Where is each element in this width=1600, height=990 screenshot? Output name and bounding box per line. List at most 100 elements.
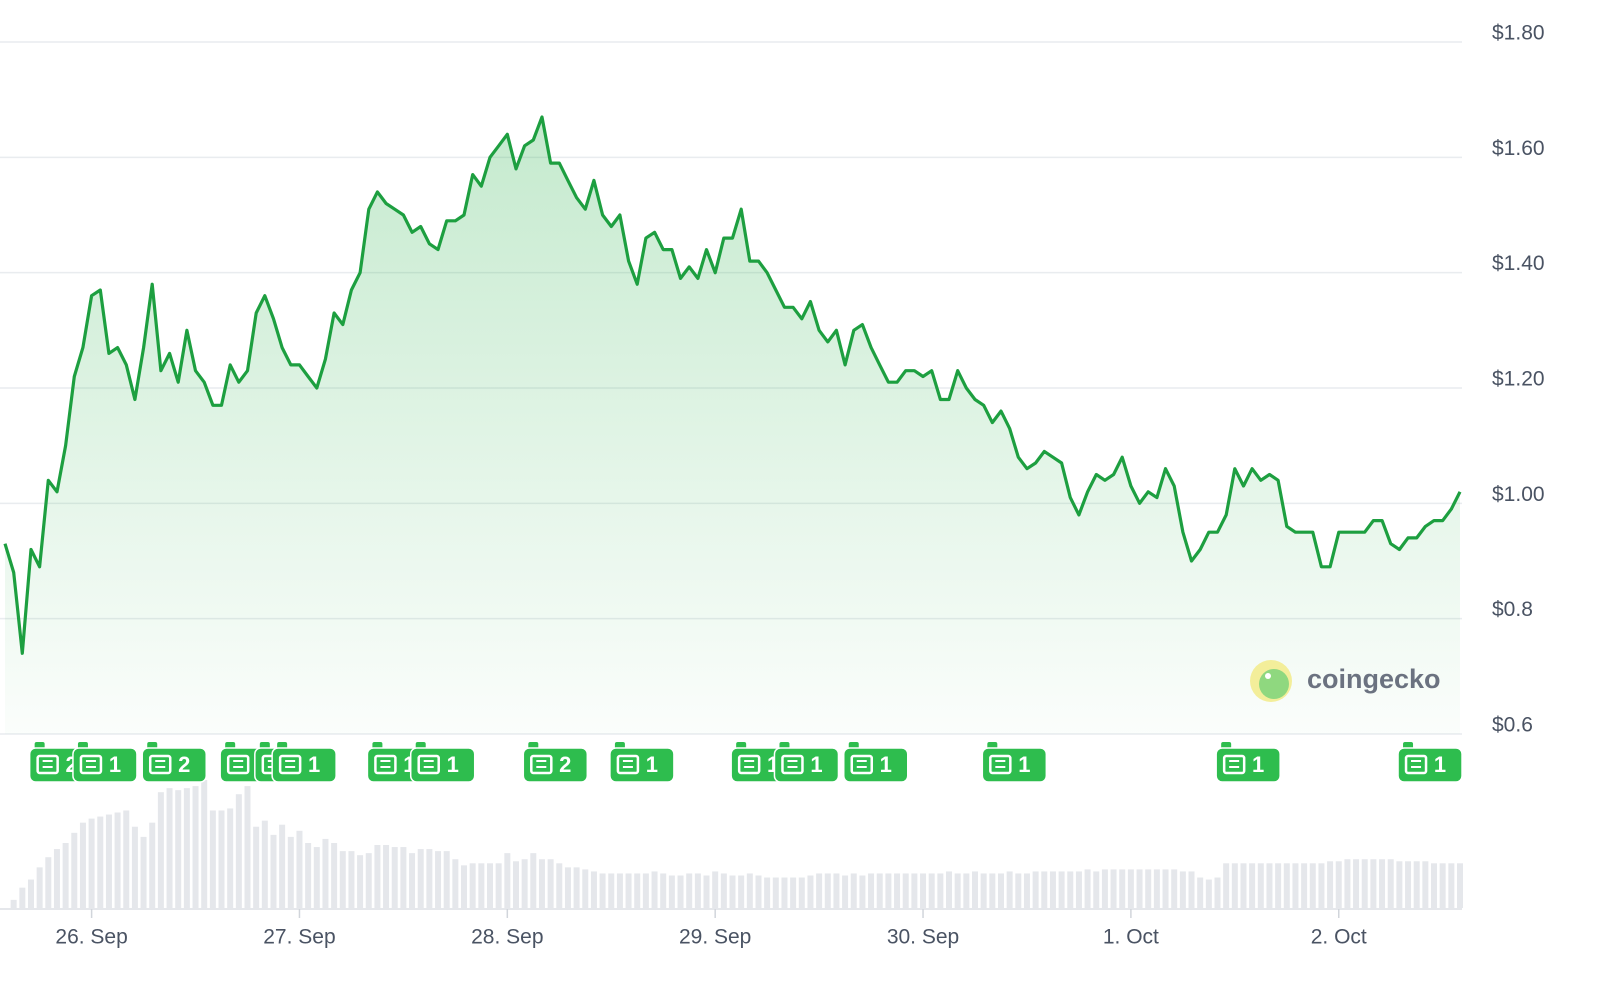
volume-bar — [868, 873, 875, 908]
volume-bar — [357, 855, 364, 908]
volume-bar — [824, 873, 831, 908]
volume-bar — [140, 836, 147, 908]
badge-body — [1397, 747, 1463, 783]
volume-bar — [1439, 863, 1446, 908]
volume-bar — [201, 780, 208, 908]
volume-bar — [1075, 871, 1082, 908]
badge-body — [843, 747, 909, 783]
badge-count: 1 — [109, 752, 121, 777]
volume-bar — [331, 842, 338, 908]
volume-bar — [1214, 877, 1221, 908]
volume-bar — [504, 853, 511, 908]
volume-bar — [677, 875, 684, 908]
volume-bar — [409, 853, 416, 908]
axes: $0.6 $0.8 $1.00 $1.20 $1.40 $1.60 $1.80 26. Sep… — [0, 22, 1545, 949]
volume-bar — [738, 875, 745, 908]
volume-bar — [149, 822, 156, 908]
volume-bar — [573, 867, 580, 908]
volume-bar — [894, 873, 901, 908]
volume-bar — [1093, 871, 1100, 908]
volume-bar — [885, 873, 892, 908]
volume-bar — [287, 836, 294, 908]
volume-bar — [88, 818, 95, 908]
volume-bar — [45, 857, 52, 908]
volume-bar — [296, 830, 303, 908]
volume-bar — [902, 873, 909, 908]
volume-bar — [1396, 861, 1403, 908]
volume-bar — [521, 859, 528, 908]
volume-bar — [599, 873, 606, 908]
volume-bar — [512, 861, 519, 908]
volume-bar — [495, 863, 502, 908]
area-fill — [5, 117, 1460, 734]
badge-count: 1 — [1434, 752, 1446, 777]
news-badge: 1 — [72, 742, 138, 783]
volume-bar — [227, 808, 234, 908]
volume-bar — [374, 845, 381, 908]
badge-icon — [530, 754, 553, 775]
volume-bar — [937, 873, 944, 908]
volume-bar — [582, 869, 589, 908]
volume-bar — [166, 788, 173, 908]
volume-bar — [1240, 863, 1247, 908]
badge-icon — [36, 754, 59, 775]
y-tick-label: $1.00 — [1492, 483, 1545, 506]
volume-bar — [1301, 863, 1308, 908]
badge-count: 1 — [810, 752, 822, 777]
volume-bar — [764, 877, 771, 908]
volume-bar — [1457, 863, 1463, 908]
volume-bar — [1127, 869, 1134, 908]
volume-bar — [1387, 859, 1394, 908]
volume-bar — [547, 859, 554, 908]
volume-bar — [1101, 869, 1108, 908]
volume-bar — [313, 847, 320, 908]
volume-bar — [209, 810, 216, 908]
volume-bar — [1145, 869, 1152, 908]
volume-bar — [972, 871, 978, 908]
badge-icon — [148, 754, 172, 775]
logo-eye — [1265, 673, 1271, 679]
volume-bar — [608, 873, 615, 908]
volume-bar — [1422, 861, 1429, 908]
volume-bar — [816, 873, 823, 908]
volume-bar — [1283, 863, 1290, 908]
badge-icon — [278, 754, 302, 775]
y-tick-label: $1.80 — [1492, 22, 1545, 45]
volume-bars — [10, 780, 1463, 908]
volume-bar — [1413, 861, 1420, 908]
volume-bar — [1205, 879, 1212, 908]
volume-bar — [616, 873, 623, 908]
watermark-text: coingecko — [1307, 664, 1441, 694]
price-line — [3, 115, 1462, 655]
badge-icon — [989, 754, 1012, 775]
badge-icon — [616, 754, 640, 775]
volume-bar — [417, 849, 424, 908]
y-tick-label: $0.6 — [1492, 714, 1533, 737]
volume-bar — [157, 792, 164, 908]
volume-bar — [1162, 869, 1169, 908]
volume-bar — [235, 794, 242, 908]
news-badge: 2 — [141, 742, 207, 783]
volume-bar — [1361, 859, 1368, 908]
volume-bar — [651, 871, 658, 908]
volume-bar — [435, 851, 442, 908]
volume-bar — [842, 875, 849, 908]
volume-bar — [798, 877, 805, 908]
volume-bar — [1136, 869, 1143, 908]
volume-bar — [686, 873, 693, 908]
x-tick-label: 30. Sep — [887, 926, 959, 949]
badge-count: 1 — [880, 752, 892, 777]
badge-body — [981, 747, 1048, 783]
volume-bar — [175, 790, 182, 908]
volume-bar — [1335, 861, 1342, 908]
badge-body — [773, 747, 840, 783]
volume-bar — [443, 851, 450, 908]
x-tick-label: 28. Sep — [471, 926, 543, 949]
volume-bar — [729, 875, 736, 908]
volume-bar — [807, 875, 814, 908]
volume-bar — [270, 834, 277, 908]
volume-bar — [27, 879, 34, 908]
news-badge: 1 — [409, 742, 476, 783]
volume-bar — [114, 812, 121, 908]
x-tick-label: 1. Oct — [1103, 926, 1159, 949]
